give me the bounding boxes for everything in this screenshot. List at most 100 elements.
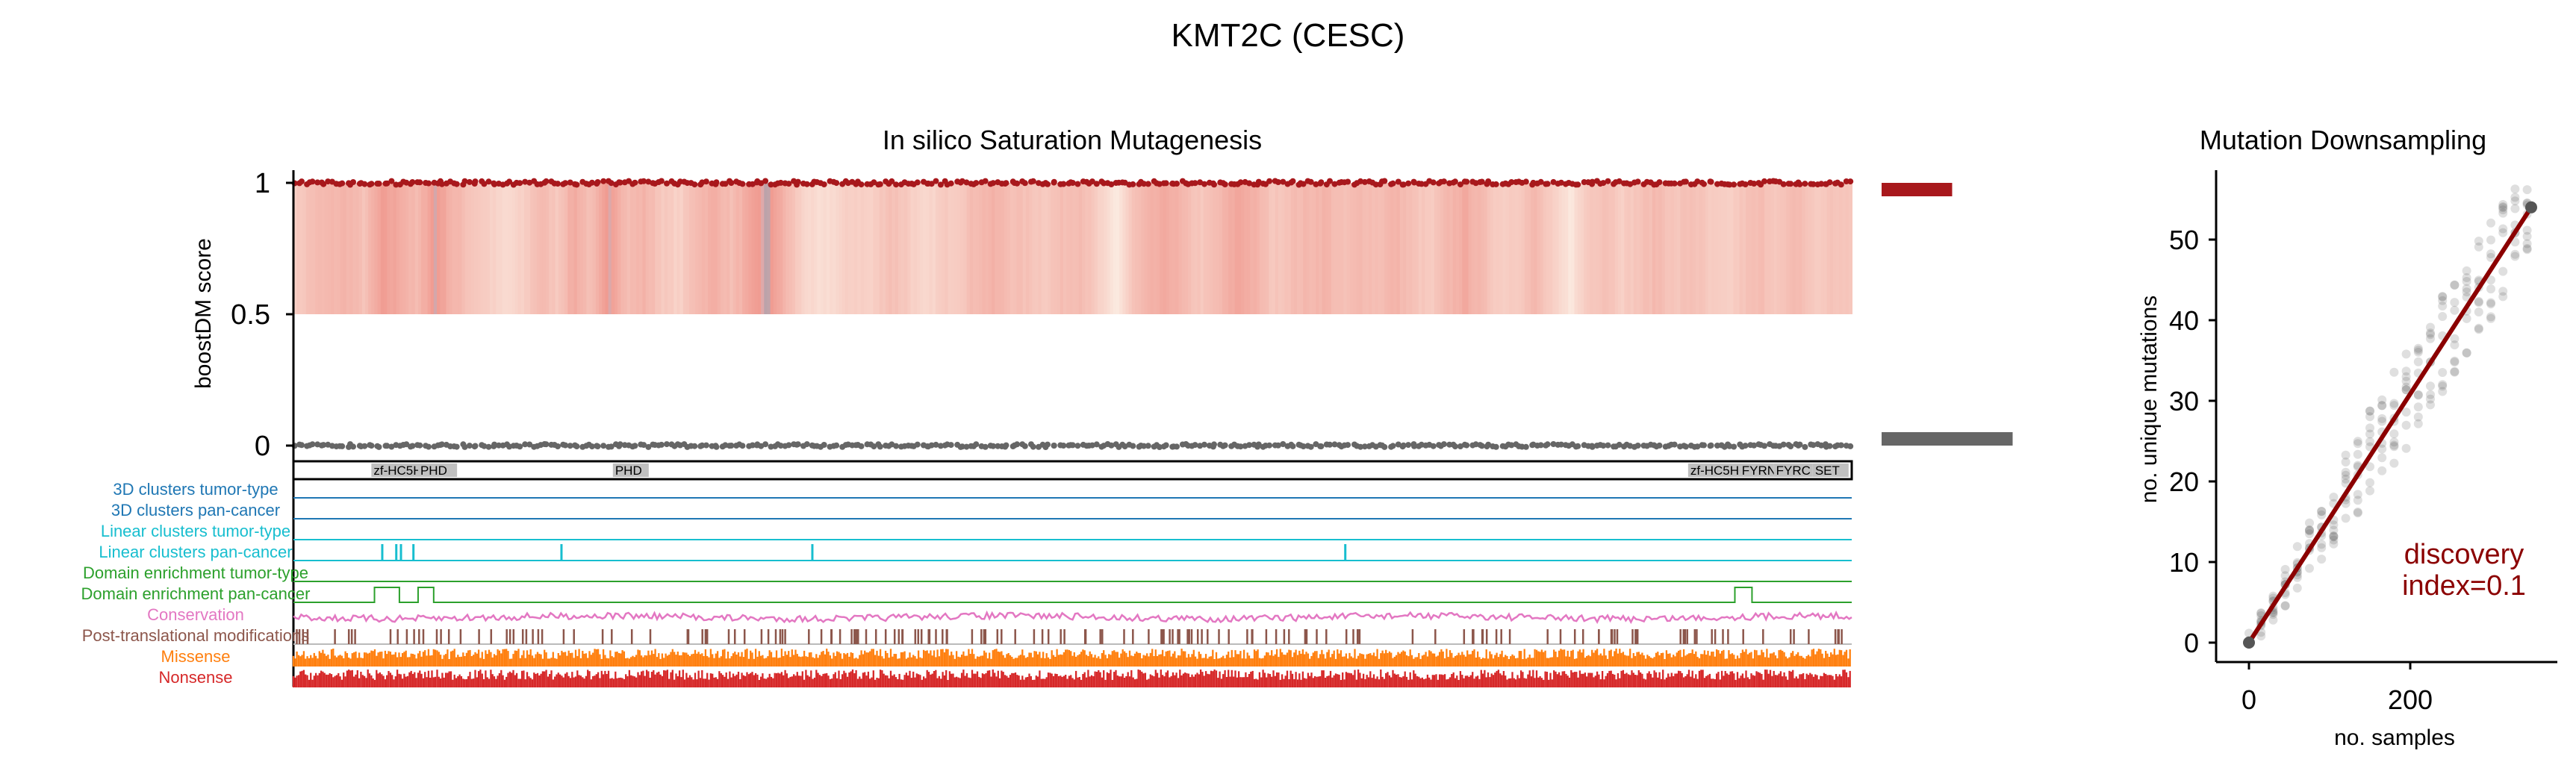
heat-stripe xyxy=(305,183,310,314)
heat-stripe xyxy=(1060,183,1064,314)
passenger-point xyxy=(309,441,316,448)
driver-point xyxy=(1307,178,1314,185)
heat-stripe xyxy=(1730,183,1735,314)
heat-stripe xyxy=(1792,183,1796,314)
heat-stripe xyxy=(1225,183,1230,314)
heat-stripe xyxy=(1097,183,1102,314)
downsampling-ylabel: no. unique mutations xyxy=(2137,296,2162,504)
heat-stripe xyxy=(1393,183,1398,314)
downsample-point xyxy=(2474,296,2483,306)
passenger-point xyxy=(691,443,698,449)
passenger-point xyxy=(1780,441,1787,448)
passenger-point xyxy=(522,441,529,448)
heat-stripe xyxy=(1823,183,1828,314)
driver-point xyxy=(1780,181,1787,187)
driver-point xyxy=(1701,181,1707,187)
heat-stripe xyxy=(714,183,718,314)
passenger-point xyxy=(299,442,305,449)
downsample-point xyxy=(2510,237,2520,247)
driver-point xyxy=(1163,180,1169,187)
domain-box xyxy=(1773,464,1813,477)
heat-stripe xyxy=(605,183,609,314)
heat-stripe xyxy=(920,183,924,314)
heat-stripe xyxy=(1802,183,1806,314)
driver-point xyxy=(350,179,356,185)
downsample-point xyxy=(2317,543,2327,552)
track-label: 3D clusters pan-cancer xyxy=(111,501,280,519)
heat-stripe xyxy=(1627,183,1631,314)
heat-stripe xyxy=(833,183,837,314)
heat-stripe xyxy=(580,183,585,314)
y-tick-label: 0 xyxy=(255,431,270,462)
y-tick-label: 1 xyxy=(255,168,270,199)
downsample-point xyxy=(2292,542,2302,552)
heat-stripe xyxy=(1540,183,1544,314)
passenger-point xyxy=(368,443,375,449)
driver-point xyxy=(1395,178,1401,185)
downsample-point xyxy=(2317,507,2327,516)
downsample-point xyxy=(2438,292,2448,302)
driver-point xyxy=(871,179,877,186)
heat-stripe xyxy=(823,183,827,314)
passenger-point xyxy=(1145,443,1151,449)
downsample-point xyxy=(2280,571,2290,581)
downsample-point xyxy=(2426,322,2435,332)
downsample-point xyxy=(2474,325,2483,334)
heat-stripe xyxy=(1571,183,1575,314)
downsample-point xyxy=(2329,520,2339,530)
driver-point xyxy=(517,180,523,187)
heat-stripe xyxy=(393,183,397,314)
downsampling-panel: Mutation Downsampling no. unique mutatio… xyxy=(2137,125,2557,750)
driver-point xyxy=(1694,178,1701,185)
downsample-point xyxy=(2329,532,2339,542)
heat-stripe xyxy=(1714,183,1719,314)
passenger-point xyxy=(762,441,769,448)
driver-point xyxy=(1300,181,1307,187)
heat-stripe xyxy=(873,183,877,314)
passenger-point xyxy=(1558,441,1564,448)
heat-stripe xyxy=(1113,183,1117,314)
downsample-point xyxy=(2365,429,2374,439)
heat-stripe xyxy=(1346,183,1351,314)
heat-stripe xyxy=(1300,183,1304,314)
downsample-point xyxy=(2450,280,2460,290)
driver-point xyxy=(1731,181,1737,188)
passenger-point xyxy=(543,441,550,448)
heat-stripe xyxy=(953,183,959,314)
downsample-point xyxy=(2522,231,2532,241)
heat-stripe xyxy=(508,183,513,314)
heat-stripe xyxy=(293,183,298,314)
downsample-point xyxy=(2280,601,2290,611)
passenger-point xyxy=(1493,443,1499,450)
heat-stripe xyxy=(1465,183,1469,314)
heat-stripe xyxy=(1808,183,1812,314)
downsample-point xyxy=(2365,406,2374,416)
passenger-point xyxy=(1060,443,1067,449)
driver-point xyxy=(1014,180,1021,187)
passenger-point xyxy=(588,443,595,450)
heat-stripe xyxy=(1637,183,1641,314)
downsample-point xyxy=(2353,508,2362,516)
heat-stripe xyxy=(1549,183,1554,314)
heat-stripe xyxy=(1041,183,1045,314)
heat-stripe xyxy=(1169,183,1174,314)
heat-stripe xyxy=(1191,183,1195,314)
driver-point xyxy=(1331,181,1338,187)
passenger-point xyxy=(1163,442,1169,449)
downsample-point xyxy=(2377,444,2387,454)
passenger-point xyxy=(1671,441,1678,448)
track-labels: 3D clusters tumor-type 3D clusters pan-ca… xyxy=(81,480,311,687)
downsample-point xyxy=(2474,242,2483,252)
passenger-point xyxy=(417,442,423,449)
downsample-point xyxy=(2329,493,2339,502)
heat-stripe xyxy=(655,183,659,314)
heat-stripe xyxy=(331,183,335,314)
heat-stripe xyxy=(1780,183,1785,314)
passenger-point xyxy=(461,443,468,450)
heat-stripe xyxy=(698,183,703,314)
heat-stripe xyxy=(1752,183,1756,314)
heat-stripe xyxy=(1163,183,1167,314)
heat-stripe xyxy=(757,183,762,314)
heat-stripe xyxy=(764,183,768,314)
heat-stripe xyxy=(1010,183,1015,314)
